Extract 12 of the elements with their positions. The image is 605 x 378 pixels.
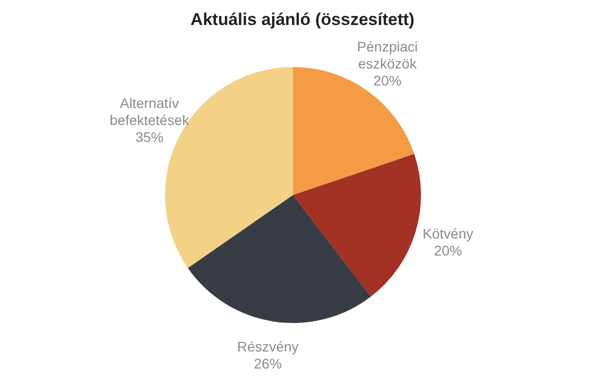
chart-title: Aktuális ajánló (összesített) xyxy=(190,10,416,30)
data-label: 20% xyxy=(434,242,462,259)
pie-slice xyxy=(188,195,371,323)
slice-label: Alternatív befektetések xyxy=(110,94,190,128)
pie-slice xyxy=(293,67,414,195)
pie-slice xyxy=(293,154,421,297)
slice-label: Pénzpiaci eszközök xyxy=(357,38,418,72)
data-label: 35% xyxy=(135,128,164,145)
data-label: 26% xyxy=(254,356,282,372)
slice-label: Kötvény xyxy=(422,226,474,242)
slice-label: Részvény xyxy=(237,338,299,355)
data-label: 20% xyxy=(373,72,402,88)
